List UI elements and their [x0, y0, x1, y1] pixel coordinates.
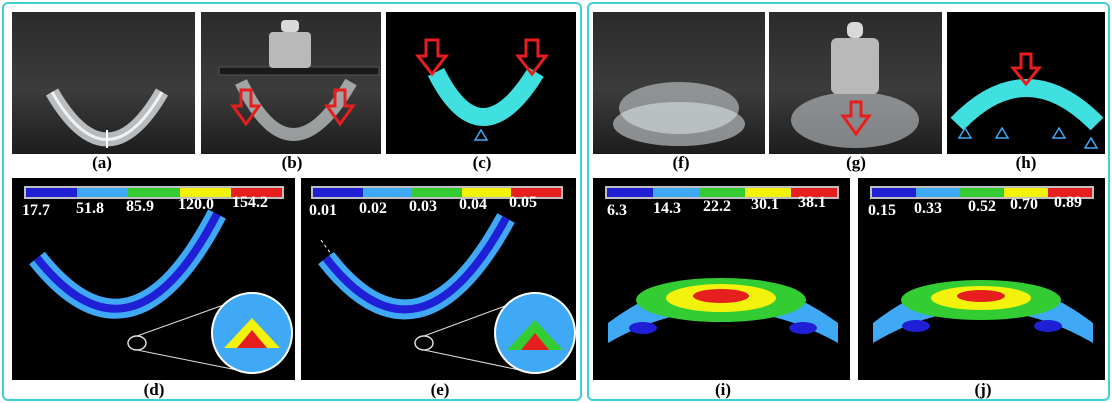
caption-g: (g) — [846, 153, 866, 172]
caption-c: (c) — [472, 153, 492, 172]
tick-label: 22.2 — [703, 198, 731, 215]
photo-panel-f — [593, 12, 765, 154]
tick-label: 120.0 — [178, 196, 214, 213]
caption-d: (d) — [143, 380, 165, 399]
stress-panel-i: 6.3 14.3 22.2 30.1 38.1 — [593, 178, 850, 380]
curved-sample-image — [45, 88, 169, 148]
tick-label: 38.1 — [798, 194, 826, 211]
tick-label: 0.05 — [509, 194, 537, 211]
fem-panel-h — [947, 12, 1105, 154]
tick-label: 0.70 — [1010, 196, 1038, 213]
tick-label: 30.1 — [751, 196, 779, 213]
tick-label: 0.04 — [459, 196, 487, 213]
caption-h: (h) — [1015, 153, 1037, 172]
tick-label: 0.89 — [1054, 194, 1082, 211]
photo-panel-a — [12, 12, 195, 154]
dome-sample-image — [613, 82, 745, 146]
dome-strain-image — [873, 280, 1093, 343]
loaded-dome-image — [791, 22, 919, 148]
tick-label: 51.8 — [76, 200, 104, 217]
caption-b: (b) — [281, 153, 303, 172]
caption-j: (j) — [974, 380, 992, 399]
tick-label: 0.33 — [914, 200, 942, 217]
tick-label: 14.3 — [653, 200, 681, 217]
tick-label: 0.03 — [409, 198, 437, 215]
photo-panel-b — [201, 12, 381, 154]
left-group-frame — [2, 2, 582, 401]
dome-mesh-image — [950, 52, 1104, 149]
loaded-sample-image — [218, 20, 380, 141]
dome-stress-image — [608, 278, 838, 343]
photo-panel-g — [769, 12, 942, 154]
colorbar-d — [24, 186, 284, 199]
tick-label: 6.3 — [607, 202, 627, 219]
right-group-frame — [587, 2, 1110, 401]
fem-panel-c — [386, 12, 576, 154]
strain-panel-e: 0.01 0.02 0.03 0.04 0.05 — [301, 178, 576, 380]
tick-label: 17.7 — [22, 202, 50, 219]
colorbar-i — [605, 186, 839, 199]
caption-i: (i) — [714, 380, 732, 399]
colorbar-e — [311, 186, 563, 199]
caption-e: (e) — [430, 380, 450, 399]
stress-panel-d: 17.7 51.8 85.9 120.0 154.2 — [12, 178, 295, 380]
tick-label: 0.52 — [968, 198, 996, 215]
strain-panel-j: 0.15 0.33 0.52 0.70 0.89 — [858, 178, 1105, 380]
mesh-model-image — [414, 38, 550, 141]
colorbar-j — [870, 186, 1094, 199]
tick-label: 0.01 — [309, 202, 337, 219]
stress-contour-image — [29, 209, 293, 374]
tick-label: 0.15 — [868, 202, 896, 219]
caption-f: (f) — [672, 153, 690, 172]
strain-contour-image — [318, 213, 576, 374]
tick-label: 154.2 — [232, 194, 268, 211]
caption-a: (a) — [92, 153, 112, 172]
tick-label: 0.02 — [359, 200, 387, 217]
tick-label: 85.9 — [126, 198, 154, 215]
